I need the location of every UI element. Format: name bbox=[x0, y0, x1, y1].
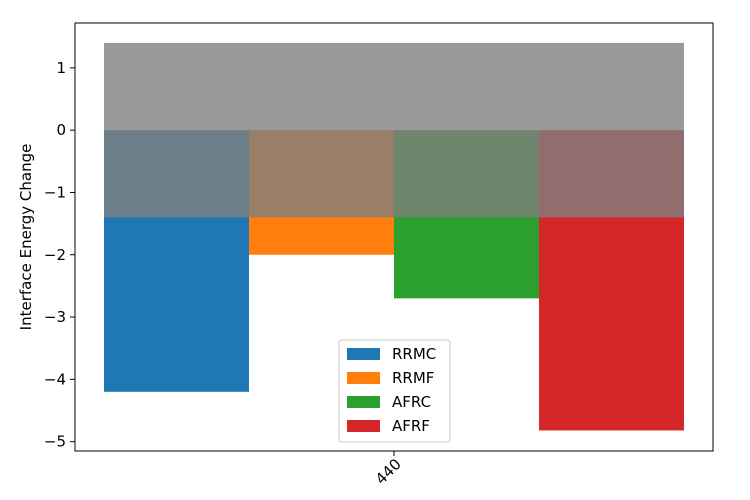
y-tick-label: −1 bbox=[44, 183, 66, 201]
y-tick-label: −3 bbox=[44, 308, 66, 326]
y-axis: 1 0 −1 −2 −3 −4 −5 bbox=[44, 59, 75, 451]
legend-swatch-rrmf bbox=[347, 372, 380, 384]
legend-swatch-rrmc bbox=[347, 348, 380, 360]
legend-swatch-afrc bbox=[347, 396, 380, 408]
legend-label-rrmf: RRMF bbox=[392, 369, 434, 387]
y-axis-label: Interface Energy Change bbox=[17, 144, 35, 331]
x-axis: 440 bbox=[372, 451, 405, 488]
legend-swatch-afrf bbox=[347, 420, 380, 432]
y-tick-label: −2 bbox=[44, 246, 66, 264]
y-tick-label: −4 bbox=[44, 370, 66, 388]
legend-label-afrf: AFRF bbox=[392, 417, 430, 435]
legend: RRMC RRMF AFRC AFRF bbox=[338, 339, 451, 443]
y-tick-label: 0 bbox=[56, 121, 66, 139]
x-tick-label: 440 bbox=[372, 455, 405, 488]
legend-box bbox=[338, 339, 451, 443]
y-tick-label: 1 bbox=[56, 59, 66, 77]
shaded-band bbox=[104, 42, 684, 218]
legend-label-afrc: AFRC bbox=[392, 393, 431, 411]
y-tick-label: −5 bbox=[44, 433, 66, 451]
legend-label-rrmc: RRMC bbox=[392, 345, 436, 363]
